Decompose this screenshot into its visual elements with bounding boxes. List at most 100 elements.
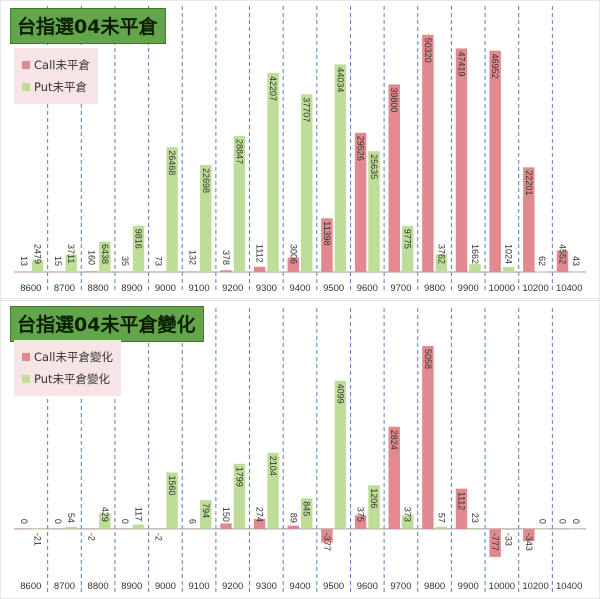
data-label-put-9100: 22698	[201, 168, 211, 193]
bar-call-9200	[220, 523, 232, 529]
bar-put-9300	[267, 452, 279, 529]
legend-item-put: Put未平倉	[22, 76, 90, 98]
x-tick-label-9300: 9300	[256, 581, 277, 592]
bar-put-9400	[301, 498, 313, 529]
data-label-call-9300: 1112	[255, 244, 265, 263]
x-tick-label-10400: 10400	[556, 581, 582, 592]
open-interest-chart: 13 15 160 35 73 132 378 1112 3006 11398 29526 39800…	[0, 0, 600, 299]
data-label-call-9900: 1112	[457, 492, 467, 511]
data-label-call-9500: -377	[322, 533, 332, 551]
x-tick-label-9500: 9500	[323, 581, 344, 592]
bar-call-10000	[489, 50, 501, 272]
x-tick-label-10400: 10400	[556, 283, 582, 294]
data-label-call-10000: 46952	[490, 54, 500, 79]
x-tick-label-9200: 9200	[222, 581, 243, 592]
bar-put-9100	[200, 500, 212, 529]
x-tick-label-9000: 9000	[155, 283, 176, 294]
bar-call-9400	[287, 257, 299, 272]
bar-put-8800	[99, 513, 111, 529]
data-label-call-8800: -2	[86, 533, 96, 541]
data-label-put-10000: -33	[504, 533, 514, 546]
data-label-call-9700: 2824	[389, 430, 399, 450]
bar-put-10400	[570, 528, 582, 530]
data-label-put-10000: 1024	[504, 244, 514, 264]
bar-put-9600	[368, 485, 380, 529]
data-label-put-9300: 42207	[268, 76, 278, 101]
chart-title: 台指選04未平倉	[10, 8, 167, 44]
bar-put-8700	[65, 526, 77, 529]
data-label-call-8600: 0	[19, 519, 29, 524]
data-label-call-9800: 5058	[423, 349, 433, 369]
x-tick-label-9800: 9800	[424, 581, 445, 592]
data-label-put-9400: 845	[302, 501, 312, 516]
x-tick-label-8900: 8900	[121, 581, 142, 592]
data-label-call-9400: 3006	[288, 244, 298, 264]
bar-call-10400	[556, 250, 569, 272]
bar-put-9600	[368, 151, 380, 272]
bar-put-9800	[435, 526, 448, 529]
bar-put-8600	[31, 260, 44, 272]
data-label-put-9800: 3762	[436, 244, 446, 264]
data-label-put-10200: 0	[537, 519, 547, 524]
x-tick-label-8700: 8700	[54, 581, 75, 592]
bar-call-8800	[85, 271, 98, 272]
bar-call-10200	[523, 528, 535, 542]
data-label-call-9900: 47419	[457, 51, 467, 76]
data-label-put-8800: 6438	[100, 244, 110, 264]
data-label-call-8900: 35	[120, 256, 130, 266]
legend-item-call-change: Call未平倉變化	[22, 346, 113, 368]
bar-call-8600	[18, 271, 30, 273]
bar-put-10000	[502, 267, 515, 272]
data-label-put-9200: 1799	[234, 467, 244, 487]
x-tick-label-9600: 9600	[357, 581, 378, 592]
data-label-put-8700: 3711	[66, 244, 76, 263]
bar-put-9000	[166, 472, 178, 529]
bar-call-9200	[220, 270, 232, 272]
bar-put-10200	[536, 271, 548, 273]
legend-label-put: Put未平倉	[34, 80, 88, 94]
bar-put-10400	[570, 271, 582, 273]
legend-item-call: Call未平倉	[22, 54, 90, 76]
data-label-put-9100: 794	[201, 503, 211, 518]
data-label-call-9400: 89	[288, 513, 298, 523]
chart-legend: Call未平倉 Put未平倉	[14, 48, 98, 104]
x-tick-label-8900: 8900	[121, 283, 142, 294]
data-label-call-10400: 0	[557, 519, 567, 524]
bar-call-9500	[321, 218, 333, 272]
bar-call-9900	[455, 48, 468, 273]
bar-put-9000	[166, 147, 178, 272]
bar-put-9300	[267, 73, 279, 272]
x-tick-label-10000: 10000	[489, 283, 515, 294]
data-label-call-8700: 0	[53, 519, 63, 524]
x-tick-label-9200: 9200	[222, 283, 243, 294]
data-label-call-8600: 13	[19, 256, 29, 266]
bar-put-9200	[233, 463, 246, 529]
data-label-put-9600: 1206	[369, 488, 379, 508]
data-label-call-9200: 378	[221, 250, 231, 265]
x-tick-label-9100: 9100	[188, 581, 209, 592]
bar-call-10000	[489, 528, 501, 557]
bar-call-9800	[422, 345, 434, 529]
data-label-put-9800: 57	[436, 513, 446, 523]
bar-put-9700	[401, 515, 414, 529]
x-tick-label-9700: 9700	[390, 283, 411, 294]
data-label-call-9600: 375	[356, 507, 366, 522]
x-tick-label-8600: 8600	[20, 581, 41, 592]
data-label-put-9000: 1560	[167, 475, 177, 495]
data-label-put-9300: 2104	[268, 456, 278, 476]
bar-put-8900	[132, 225, 145, 272]
x-tick-label-10000: 10000	[489, 581, 515, 592]
data-label-put-9900: 23	[470, 513, 480, 523]
bar-call-9100	[186, 528, 199, 530]
bar-call-9600	[354, 515, 367, 529]
x-tick-label-8800: 8800	[88, 283, 109, 294]
bar-put-9500	[334, 64, 347, 273]
bar-put-9700	[401, 225, 414, 272]
legend-label-put-change: Put未平倉變化	[34, 372, 111, 386]
bar-call-9800	[422, 34, 434, 272]
x-tick-label-9300: 9300	[256, 283, 277, 294]
data-label-call-9100: 6	[187, 519, 197, 524]
bar-call-9100	[186, 271, 199, 272]
bar-put-9800	[435, 254, 448, 272]
data-label-put-8600: 2479	[33, 244, 43, 264]
